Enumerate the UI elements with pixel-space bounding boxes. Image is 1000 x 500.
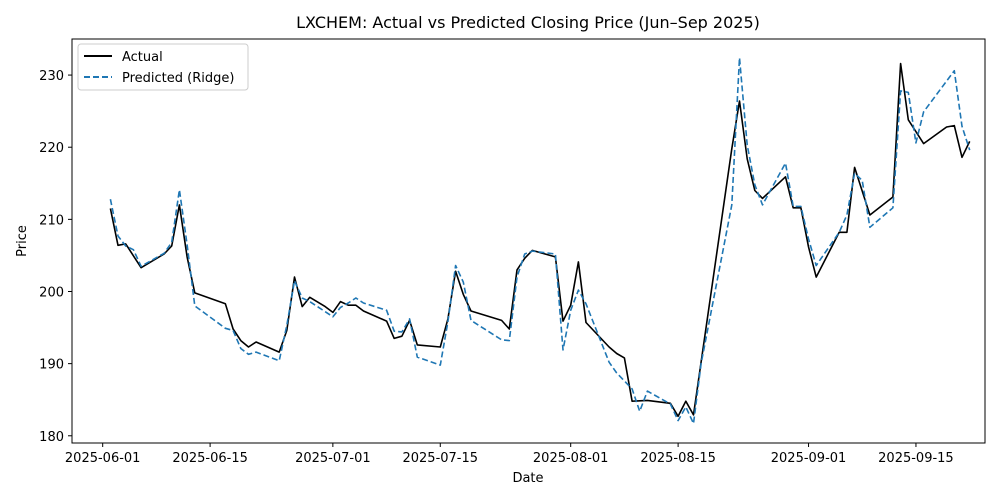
plot-lines	[109, 56, 971, 425]
y-tick-label: 180	[39, 430, 64, 445]
y-tick-label: 220	[39, 141, 64, 156]
chart-title: LXCHEM: Actual vs Predicted Closing Pric…	[296, 13, 760, 32]
plot-area-frame	[71, 38, 986, 444]
x-tick-label: 2025-06-15	[172, 451, 248, 466]
y-axis: 180 190 200 210 220 230	[39, 69, 72, 445]
x-tick-label: 2025-07-01	[295, 451, 371, 466]
x-tick-label: 2025-09-01	[771, 451, 847, 466]
y-tick-label: 200	[39, 286, 64, 301]
legend-label-predicted: Predicted (Ridge)	[122, 71, 234, 86]
y-axis-label: Price	[15, 225, 30, 257]
legend-box	[77, 43, 249, 91]
x-tick-label: 2025-08-15	[640, 451, 716, 466]
legend: Actual Predicted (Ridge)	[77, 43, 249, 91]
x-tick-label: 2025-08-01	[533, 451, 609, 466]
series-line-predicted	[109, 56, 971, 425]
y-tick-label: 190	[39, 358, 64, 373]
x-axis-label: Date	[512, 471, 543, 486]
x-axis: 2025-06-01 2025-06-15 2025-07-01 2025-07-15…	[65, 443, 954, 466]
x-tick-label: 2025-07-15	[402, 451, 478, 466]
x-tick-label: 2025-06-01	[65, 451, 141, 466]
y-tick-label: 230	[39, 69, 64, 84]
legend-label-actual: Actual	[122, 50, 163, 65]
x-tick-label: 2025-09-15	[878, 451, 954, 466]
y-tick-label: 210	[39, 213, 64, 228]
